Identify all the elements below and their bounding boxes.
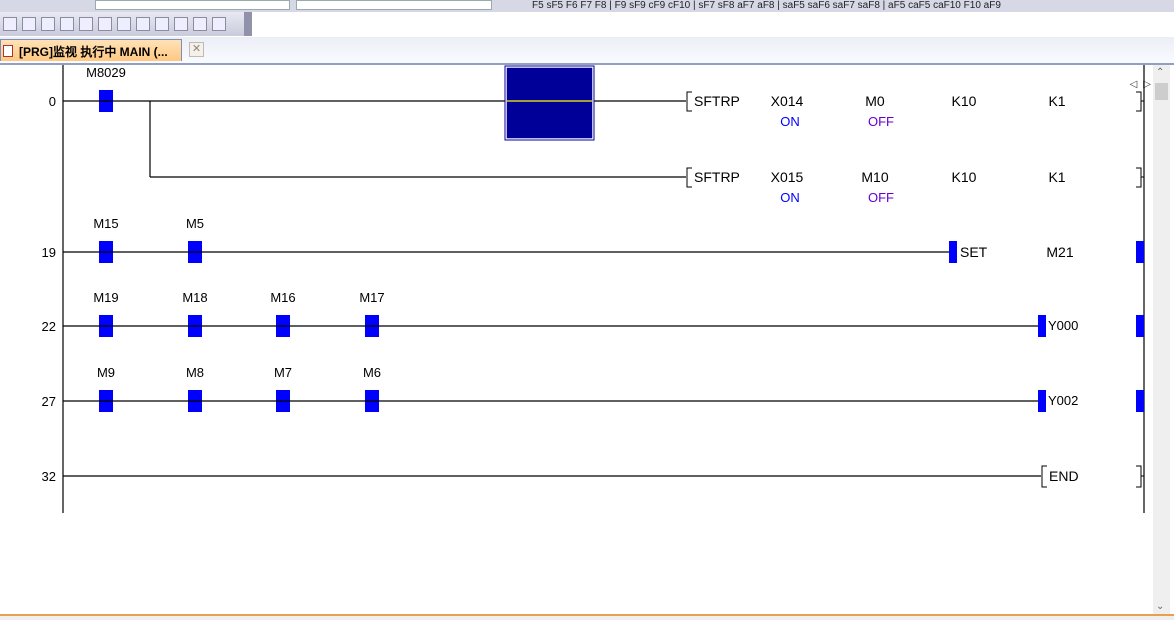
cursor-selection[interactable] xyxy=(505,66,594,140)
set-instruction-bracket[interactable] xyxy=(949,241,957,263)
instruction-operand: K1 xyxy=(1048,169,1065,185)
instruction-bracket-left xyxy=(686,167,692,188)
instruction-operand: K1 xyxy=(1048,93,1065,109)
instruction-operand: X014 xyxy=(771,93,804,109)
contact-label: M7 xyxy=(274,365,292,380)
vertical-scrollbar[interactable]: ⌃ ⌄ xyxy=(1153,65,1170,614)
instruction-operand: K10 xyxy=(952,169,977,185)
ladder-editor[interactable]: 0 M8029 SFTRP X014 M0 K10 K1 ON OFF SFTRP X015 M10 K… xyxy=(0,63,1174,616)
contact-label: M19 xyxy=(93,290,118,305)
step-number: 22 xyxy=(42,319,56,334)
coil-left[interactable] xyxy=(1038,390,1046,412)
ladder-diagram[interactable]: 0 M8029 SFTRP X014 M0 K10 K1 ON OFF SFTRP X015 M10 K… xyxy=(0,65,1174,618)
instruction-operand: X015 xyxy=(771,169,804,185)
tab-bar: [PRG]监视 执行中 MAIN (... ◁▷▾ xyxy=(0,37,1174,90)
step-number: 0 xyxy=(49,94,56,109)
coil-left[interactable] xyxy=(1038,315,1046,337)
combo-box-1[interactable] xyxy=(95,0,290,10)
contact-label: M18 xyxy=(182,290,207,305)
toolbar-button[interactable] xyxy=(136,17,150,31)
end-instruction: END xyxy=(1049,468,1079,484)
tab-main-program[interactable]: [PRG]监视 执行中 MAIN (... xyxy=(0,39,182,61)
instruction-operand: M0 xyxy=(865,93,885,109)
toolbar-button[interactable] xyxy=(98,17,112,31)
toolbar-button[interactable] xyxy=(155,17,169,31)
instruction-bracket-right xyxy=(1136,167,1144,188)
coil-operand: Y000 xyxy=(1048,318,1078,333)
instruction-operand: K10 xyxy=(952,93,977,109)
contact-label: M6 xyxy=(363,365,381,380)
monitor-value: ON xyxy=(780,114,800,129)
combo-box-2[interactable] xyxy=(296,0,492,10)
step-number: 27 xyxy=(42,394,56,409)
scroll-up-icon[interactable]: ⌃ xyxy=(1156,67,1165,78)
toolbar-button[interactable] xyxy=(117,17,131,31)
instruction-operand: M10 xyxy=(861,169,888,185)
ladder-document-icon xyxy=(3,45,13,57)
scroll-down-icon[interactable]: ⌄ xyxy=(1156,601,1165,612)
tab-next-icon[interactable]: ▷ xyxy=(1143,79,1157,90)
coil-right[interactable] xyxy=(1136,315,1144,337)
toolbar-button[interactable] xyxy=(212,17,226,31)
tab-title: [PRG]监视 执行中 MAIN (... xyxy=(19,45,168,59)
coil-right[interactable] xyxy=(1136,390,1144,412)
instruction-bracket-right xyxy=(1136,91,1144,112)
contact-label: M16 xyxy=(270,290,295,305)
tab-prev-icon[interactable]: ◁ xyxy=(1129,79,1144,90)
instruction-bracket-left xyxy=(686,91,692,112)
instruction-operand: M21 xyxy=(1046,244,1073,260)
toolbar-button[interactable] xyxy=(174,17,188,31)
step-number: 32 xyxy=(42,469,56,484)
toolbar-button[interactable] xyxy=(22,17,36,31)
monitor-value: OFF xyxy=(868,114,894,129)
contact-label: M15 xyxy=(93,216,118,231)
tab-close-button[interactable]: ✕ xyxy=(189,42,204,57)
instruction-name: SET xyxy=(960,244,988,260)
function-key-toolbar[interactable]: F5 sF5 F6 F7 F8 | F9 sF9 cF9 cF10 | sF7 … xyxy=(532,0,1001,11)
instruction-name: SFTRP xyxy=(694,169,740,185)
toolbar-button[interactable] xyxy=(79,17,93,31)
toolbar-button[interactable] xyxy=(3,17,17,31)
contact-label: M5 xyxy=(186,216,204,231)
toolbar-overflow-button[interactable] xyxy=(244,12,252,36)
step-number: 19 xyxy=(42,245,56,260)
instruction-name: SFTRP xyxy=(694,93,740,109)
cursor-border xyxy=(504,65,595,141)
monitor-value: OFF xyxy=(868,190,894,205)
toolbar-button[interactable] xyxy=(60,17,74,31)
status-bar xyxy=(0,616,1174,620)
toolbar-button[interactable] xyxy=(193,17,207,31)
end-bracket xyxy=(1041,465,1144,488)
contact-label: M8 xyxy=(186,365,204,380)
monitor-value: ON xyxy=(780,190,800,205)
scroll-thumb[interactable] xyxy=(1155,83,1168,100)
set-instruction-bracket-right[interactable] xyxy=(1136,241,1144,263)
contact-label: M9 xyxy=(97,365,115,380)
toolbar-top: F5 sF5 F6 F7 F8 | F9 sF9 cF9 cF10 | sF7 … xyxy=(0,0,1174,12)
toolbar-ladder xyxy=(0,12,252,36)
coil-operand: Y002 xyxy=(1048,393,1078,408)
contact-label: M17 xyxy=(359,290,384,305)
contact-label: M8029 xyxy=(86,65,126,80)
toolbar-button[interactable] xyxy=(41,17,55,31)
